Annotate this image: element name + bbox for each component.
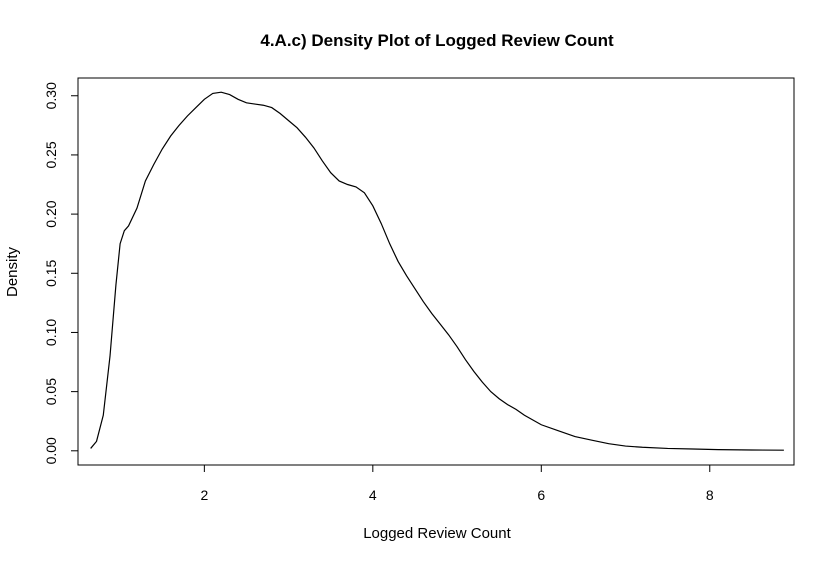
x-tick-label: 2 <box>200 487 208 503</box>
y-tick-label: 0.00 <box>43 437 59 464</box>
y-tick-label: 0.15 <box>43 259 59 286</box>
plot-frame <box>77 77 795 466</box>
y-tick-label: 0.25 <box>43 141 59 168</box>
y-tick-label: 0.10 <box>43 319 59 346</box>
y-tick-label: 0.05 <box>43 378 59 405</box>
chart-title: 4.A.c) Density Plot of Logged Review Cou… <box>260 31 614 50</box>
density-curve <box>90 91 784 451</box>
x-axis: 2 4 6 8 <box>200 464 714 503</box>
x-tick-label: 4 <box>369 487 377 503</box>
x-tick-label: 8 <box>706 487 714 503</box>
y-tick-label: 0.20 <box>43 200 59 227</box>
x-axis-title: Logged Review Count <box>363 525 511 542</box>
y-axis-title: Density <box>4 246 21 297</box>
y-axis: 0.00 0.05 0.10 0.15 0.20 0.25 0.30 <box>43 82 79 464</box>
y-tick-label: 0.30 <box>43 82 59 109</box>
x-tick-label: 6 <box>537 487 545 503</box>
